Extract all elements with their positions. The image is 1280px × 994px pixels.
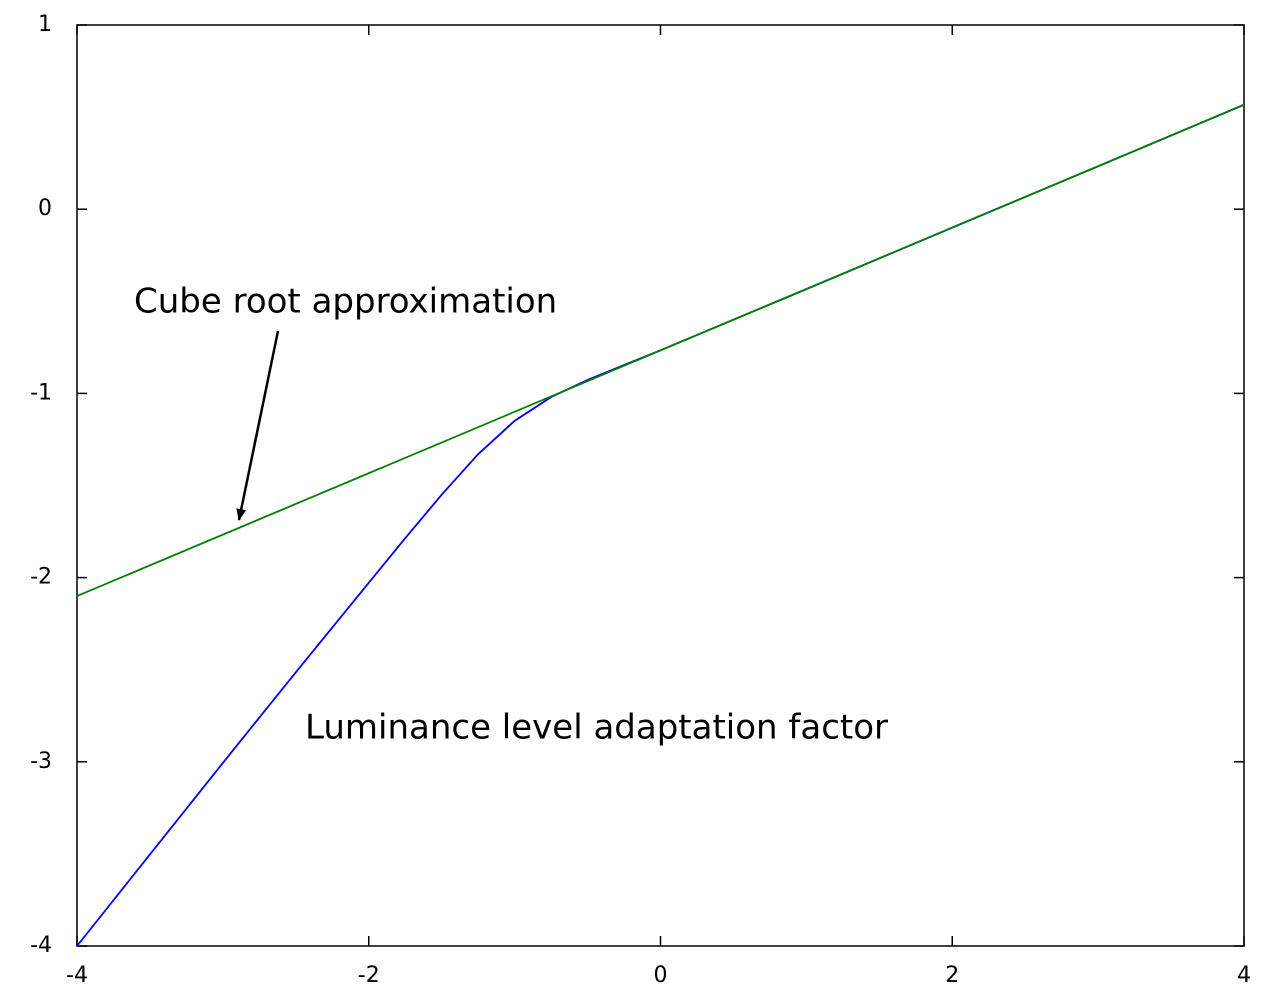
x-tick-label: 0: [654, 963, 668, 988]
y-tick-label: -2: [30, 565, 52, 590]
x-tick-label: 4: [1237, 963, 1251, 988]
annotation: Luminance level adaptation factor: [305, 708, 888, 748]
y-tick-label: -1: [30, 380, 52, 405]
y-tick-label: -4: [30, 933, 52, 958]
y-tick-label: 0: [38, 196, 52, 221]
y-tick-label: -3: [30, 749, 52, 774]
annotation-arrow: [236, 330, 280, 521]
x-tick-label: -2: [358, 963, 380, 988]
x-tick-label: 2: [945, 963, 959, 988]
plot-frame: [76, 24, 1245, 947]
line-series: [76, 103, 1245, 597]
y-tick-label: 1: [38, 12, 52, 37]
line-series: [76, 103, 1245, 947]
x-tick-label: -4: [66, 963, 88, 988]
annotation: Cube root approximation: [134, 282, 557, 322]
